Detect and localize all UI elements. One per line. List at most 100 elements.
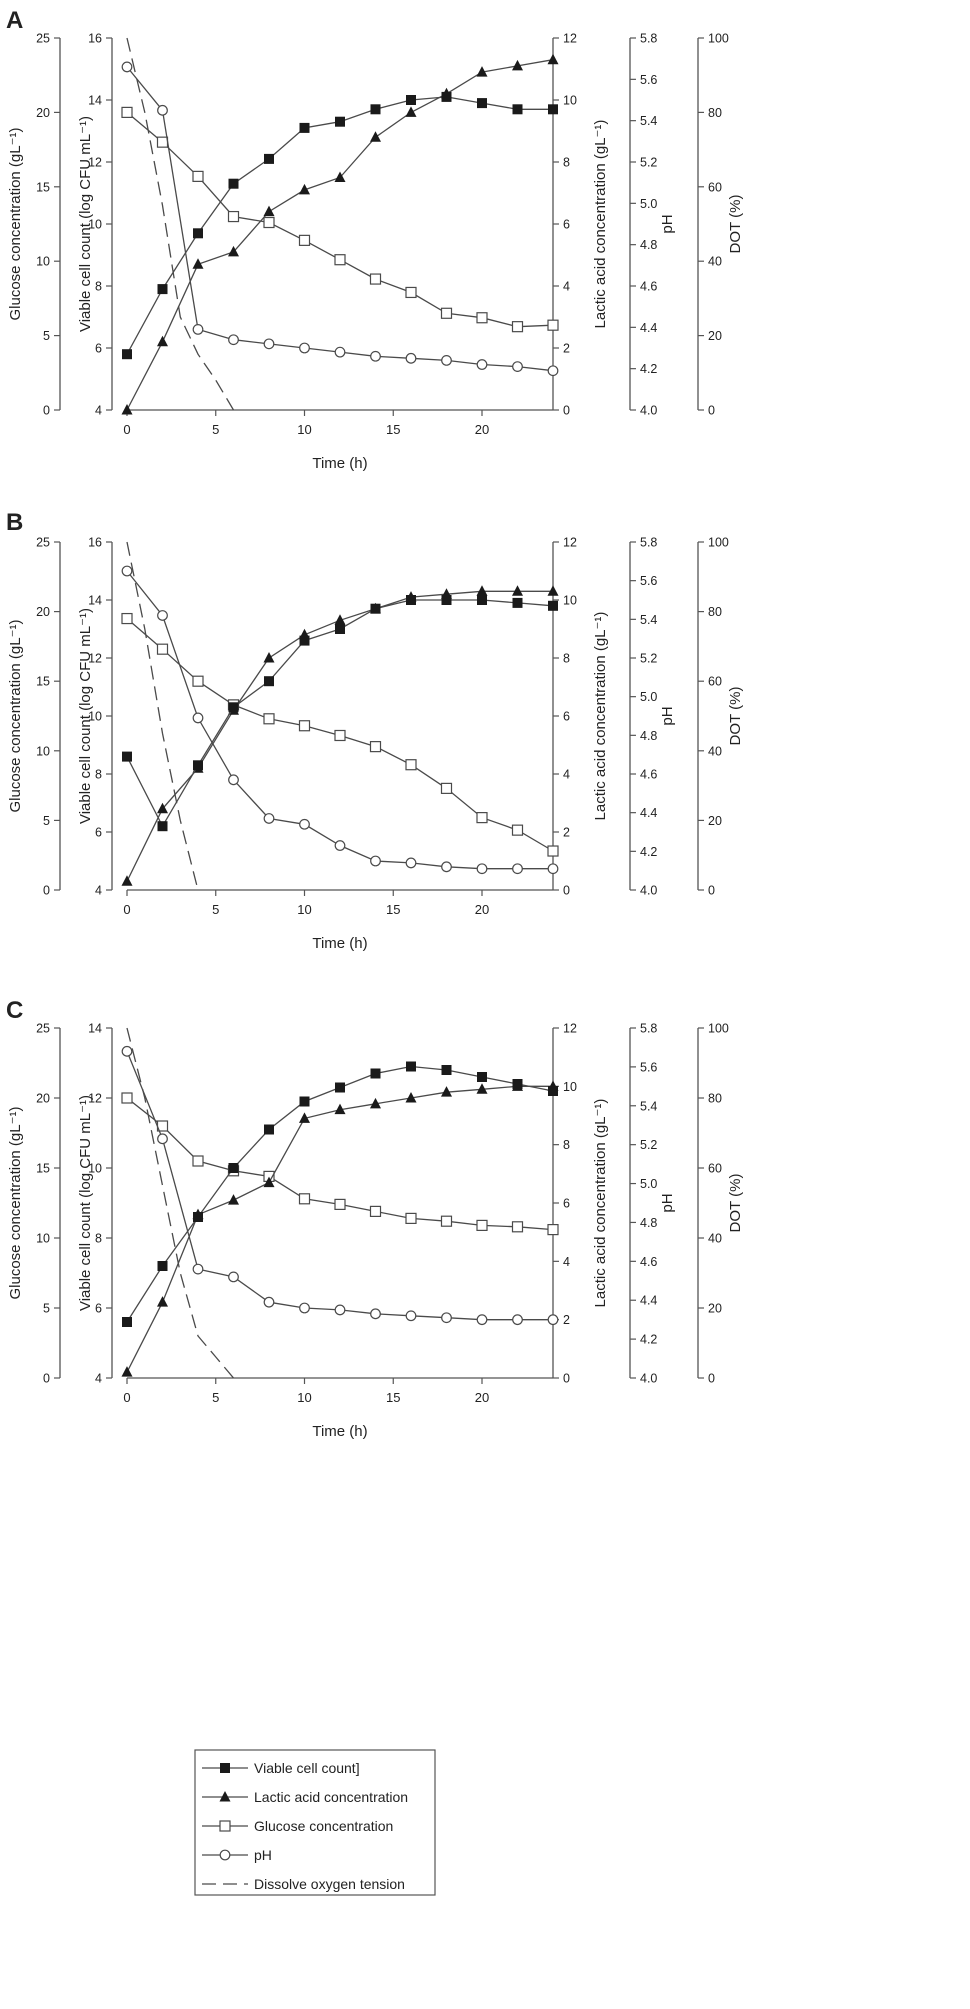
viable-axis-title: Viable cell count (log CFU mL⁻¹) (77, 608, 94, 824)
legend-item-dot: Dissolve oxygen tension (202, 1876, 405, 1892)
dot-tick-label: 40 (708, 255, 722, 269)
ph-point (157, 610, 168, 621)
ph-point (299, 1302, 310, 1314)
lactic-tick-label: 0 (563, 404, 570, 418)
viable-point (548, 104, 558, 115)
dot-tick-label: 60 (708, 1162, 722, 1176)
glucose-point (121, 612, 133, 625)
ph-point (441, 1312, 452, 1324)
glucose-point (263, 713, 275, 725)
viable-axis-title: Viable cell count (log CFU mL⁻¹) (77, 116, 94, 332)
ph-point (192, 324, 204, 335)
glucose-tick-label: 10 (36, 255, 50, 269)
viable-point (512, 597, 523, 608)
viable-tick-label: 12 (88, 156, 102, 170)
glucose-point (369, 273, 382, 285)
dot-tick-label: 20 (708, 814, 722, 828)
viable-point (228, 702, 239, 713)
viable-point (228, 178, 239, 189)
viable-tick-label: 4 (95, 1372, 102, 1386)
ph-tick-label: 5.6 (640, 73, 657, 87)
ph-tick-label: 5.0 (640, 197, 657, 211)
viable-point (512, 1079, 523, 1089)
lactic-point (228, 245, 239, 257)
glucose-point (547, 1223, 559, 1236)
glucose-tick-label: 15 (36, 675, 50, 689)
glucose-tick-label: 20 (36, 106, 50, 120)
viable-tick-label: 8 (95, 280, 102, 294)
x-tick-label: 10 (297, 422, 311, 437)
viable-tick-label: 10 (88, 218, 102, 232)
ph-point (547, 863, 559, 875)
glucose-tick-label: 5 (43, 1302, 50, 1316)
viable-point (122, 1317, 132, 1327)
ph-tick-label: 4.0 (640, 404, 657, 418)
ph-tick-label: 4.8 (640, 729, 657, 743)
glucose-tick-label: 0 (43, 1372, 50, 1386)
viable-series-line (126, 96, 553, 355)
lactic-point (476, 1083, 488, 1094)
ph-point (405, 1310, 417, 1322)
lactic-tick-label: 6 (563, 218, 570, 232)
viable-point (406, 1061, 416, 1072)
lactic-point (370, 1097, 381, 1109)
legend-marker-ph (219, 1849, 231, 1861)
ph-point (476, 1314, 488, 1326)
lactic-point (157, 802, 168, 814)
ph-tick-label: 4.4 (640, 321, 657, 335)
viable-point (193, 228, 203, 239)
dot-tick-label: 20 (708, 329, 722, 343)
viable-point (370, 1068, 381, 1079)
viable-point (193, 760, 203, 771)
x-axis-title: Time (h) (312, 1423, 367, 1440)
viable-tick-label: 10 (88, 1162, 102, 1176)
panel-label: A (6, 7, 23, 34)
ph-point (334, 840, 346, 851)
ph-tick-label: 4.4 (640, 806, 657, 820)
x-axis-title: Time (h) (312, 455, 367, 472)
lactic-axis-title: Lactic acid concentration (gL⁻¹) (592, 120, 609, 329)
lactic-point (405, 1092, 417, 1103)
lactic-tick-label: 6 (563, 710, 570, 724)
glucose-tick-label: 20 (36, 1092, 50, 1106)
ph-tick-label: 4.6 (640, 768, 657, 782)
viable-tick-label: 16 (88, 536, 102, 550)
ph-point (157, 1133, 168, 1145)
viable-point (370, 104, 381, 115)
glucose-point (121, 1092, 133, 1104)
viable-tick-label: 4 (95, 884, 102, 898)
ph-point (228, 334, 239, 346)
viable-tick-label: 14 (88, 1022, 102, 1036)
glucose-tick-label: 20 (36, 605, 50, 619)
glucose-tick-label: 25 (36, 1022, 50, 1036)
ph-point (299, 342, 310, 354)
lactic-tick-label: 6 (563, 1197, 570, 1211)
ph-point (334, 1304, 346, 1316)
glucose-point (369, 741, 382, 753)
ph-tick-label: 4.0 (640, 1372, 657, 1386)
viable-point (335, 1082, 345, 1093)
glucose-tick-label: 10 (36, 1232, 50, 1246)
ph-axis-title: pH (659, 706, 676, 725)
glucose-point (511, 1221, 524, 1233)
ph-point (157, 104, 168, 116)
ph-tick-label: 5.0 (640, 690, 657, 704)
ph-point (370, 855, 381, 867)
legend-box (194, 1749, 436, 1896)
ph-point (370, 350, 381, 362)
lactic-series-line (126, 1085, 553, 1373)
viable-tick-label: 8 (95, 1232, 102, 1246)
glucose-point (334, 1198, 346, 1211)
viable-point (299, 635, 310, 646)
lactic-point (263, 205, 275, 217)
dot-tick-label: 80 (708, 605, 722, 619)
ph-point (476, 359, 488, 370)
glucose-tick-label: 10 (36, 744, 50, 758)
ph-axis-title: pH (659, 1193, 676, 1212)
x-tick-label: 5 (212, 422, 219, 437)
ph-tick-label: 5.6 (640, 574, 657, 588)
glucose-point (334, 254, 346, 266)
viable-point (264, 153, 274, 164)
dot-tick-label: 100 (708, 32, 729, 46)
